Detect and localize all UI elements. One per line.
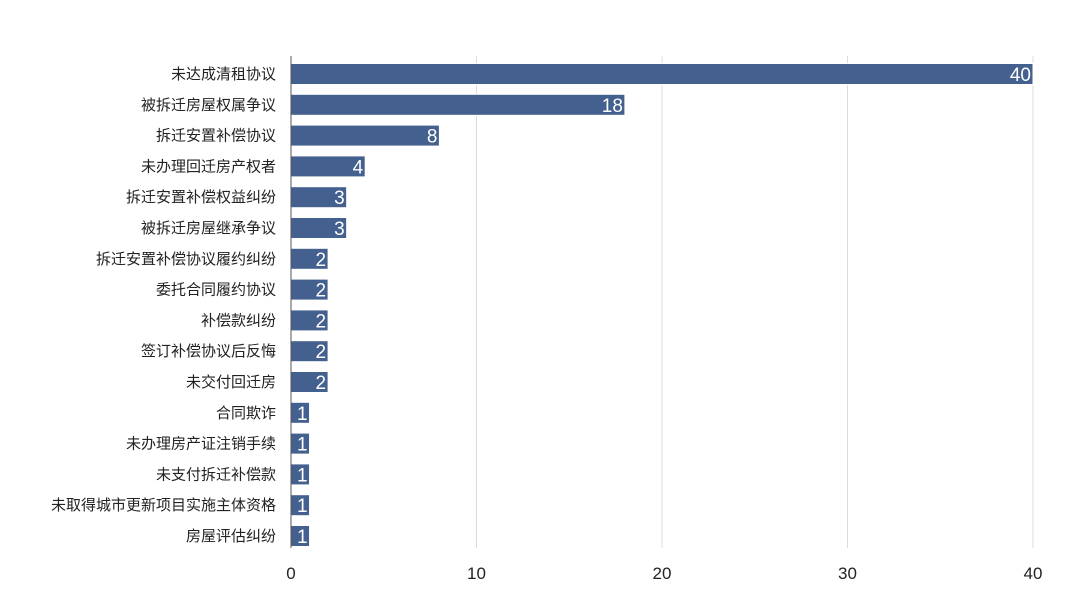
category-label: 未取得城市更新项目实施主体资格 — [51, 496, 276, 514]
gridlines — [476, 56, 1034, 548]
bar — [290, 124, 440, 147]
category-label: 委托合同履约协议 — [156, 281, 276, 299]
bar-value-label: 8 — [427, 127, 438, 148]
category-label: 未办理房产证注销手续 — [126, 435, 276, 453]
category-label: 未支付拆迁补偿款 — [156, 465, 276, 483]
bar-value-label: 2 — [316, 311, 327, 332]
category-label: 被拆迁房屋权属争议 — [141, 96, 276, 114]
category-label: 合同欺诈 — [216, 404, 276, 422]
category-label: 未交付回迁房 — [186, 373, 276, 391]
bar — [290, 63, 1034, 85]
bar-value-label: 2 — [316, 250, 327, 271]
bar-value-label: 1 — [297, 465, 308, 486]
bar-value-label: 3 — [334, 188, 345, 209]
bar-value-label: 3 — [334, 219, 345, 240]
bar-value-label: 2 — [316, 373, 327, 394]
category-label: 未达成清租协议 — [171, 65, 276, 83]
category-label: 房屋评估纠纷 — [186, 527, 276, 545]
category-label: 拆迁安置补偿协议 — [156, 127, 276, 145]
bar — [290, 93, 626, 116]
x-axis-ticks: 0 10 20 30 40 — [286, 564, 1042, 583]
category-label: 未办理回迁房产权者 — [141, 157, 276, 175]
x-tick-label: 10 — [467, 564, 486, 583]
bar-value-label: 1 — [297, 527, 308, 548]
bar-value-label: 2 — [316, 281, 327, 302]
bar-value-label: 1 — [297, 435, 308, 456]
x-tick-label: 0 — [286, 564, 295, 583]
bar-value-label: 40 — [1010, 65, 1031, 86]
x-tick-label: 30 — [838, 564, 857, 583]
bar-value-label: 1 — [297, 404, 308, 425]
bar-value-label: 2 — [316, 342, 327, 363]
x-tick-label: 40 — [1024, 564, 1043, 583]
category-label: 签订补偿协议后反悔 — [141, 342, 276, 360]
category-labels: 未达成清租协议被拆迁房屋权属争议拆迁安置补偿协议未办理回迁房产权者拆迁安置补偿权… — [51, 65, 276, 545]
x-tick-label: 20 — [653, 564, 672, 583]
category-label: 拆迁安置补偿权益纠纷 — [126, 188, 276, 206]
category-label: 被拆迁房屋继承争议 — [141, 219, 276, 237]
bar-value-label: 4 — [353, 157, 364, 178]
bar-value-label: 18 — [602, 96, 623, 117]
category-label: 补偿款纠纷 — [201, 311, 276, 329]
bar-value-label: 1 — [297, 496, 308, 517]
category-label: 拆迁安置补偿协议履约纠纷 — [96, 250, 276, 268]
